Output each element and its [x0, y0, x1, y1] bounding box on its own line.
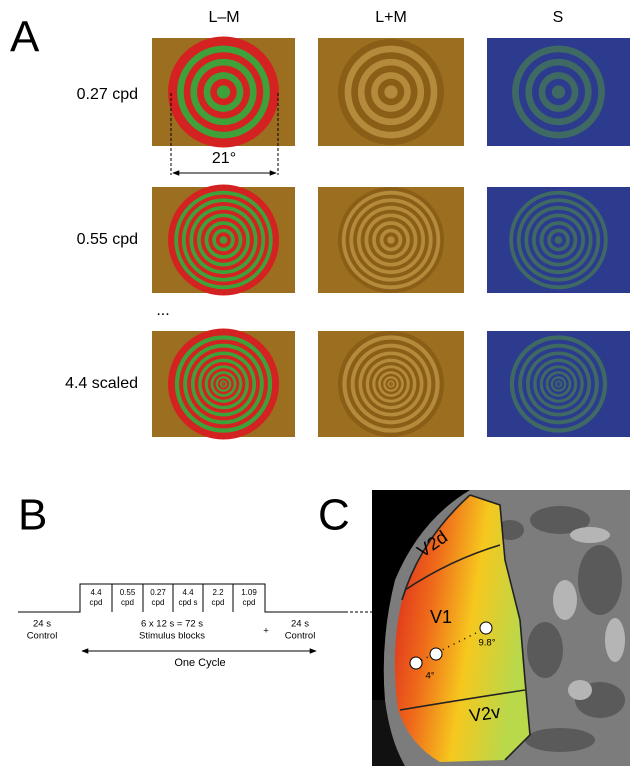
control-label: 24 s [291, 619, 309, 630]
control-label: Control [27, 631, 58, 642]
stimulus-label: Stimulus blocks [139, 631, 205, 642]
block-label: 4.4 [182, 588, 194, 597]
panel-label: B [18, 491, 47, 540]
eccentricity-label: 4° [425, 671, 434, 682]
block-label: cpd [121, 598, 134, 607]
column-label: L–M [208, 9, 239, 26]
ring [555, 236, 563, 244]
ring [220, 236, 228, 244]
column-label: S [553, 9, 564, 26]
area-label: V2v [468, 702, 502, 726]
row-label: 4.4 scaled [65, 375, 138, 392]
block-label: cpd s [178, 598, 197, 607]
eccentricity-label: 9.8° [478, 638, 495, 649]
ring [387, 236, 395, 244]
plus: + [263, 626, 269, 637]
cycle-label: One Cycle [174, 657, 225, 669]
area-label: V1 [430, 607, 452, 627]
block-label: cpd [212, 598, 225, 607]
ring [390, 383, 391, 384]
block-label: 2.2 [212, 588, 224, 597]
brain-map [372, 490, 630, 766]
control-label: Control [285, 631, 316, 642]
ring [217, 85, 230, 98]
row-label: 0.55 cpd [77, 231, 138, 248]
block-label: cpd [152, 598, 165, 607]
block-label: cpd [243, 598, 256, 607]
ring [558, 383, 559, 384]
panel-label: A [10, 13, 40, 62]
stimulus-grid [152, 38, 630, 437]
panel-label: C [318, 491, 350, 540]
column-label: L+M [375, 9, 407, 26]
ellipsis: ... [156, 302, 169, 319]
ring [552, 85, 565, 98]
block-label: 0.27 [150, 588, 166, 597]
stimulus-label: 6 x 12 s = 72 s [141, 619, 203, 630]
ring [223, 383, 224, 384]
block-label: 1.09 [241, 588, 257, 597]
block-label: 0.55 [120, 588, 136, 597]
extent-label: 21° [212, 150, 236, 167]
ring [384, 85, 397, 98]
block-label: cpd [90, 598, 103, 607]
figure: A L–M L+M S 0.27 cpd 0.55 cpd 4.4 scaled… [0, 0, 634, 769]
control-label: 24 s [33, 619, 51, 630]
block-label: 4.4 [90, 588, 102, 597]
row-label: 0.27 cpd [77, 86, 138, 103]
